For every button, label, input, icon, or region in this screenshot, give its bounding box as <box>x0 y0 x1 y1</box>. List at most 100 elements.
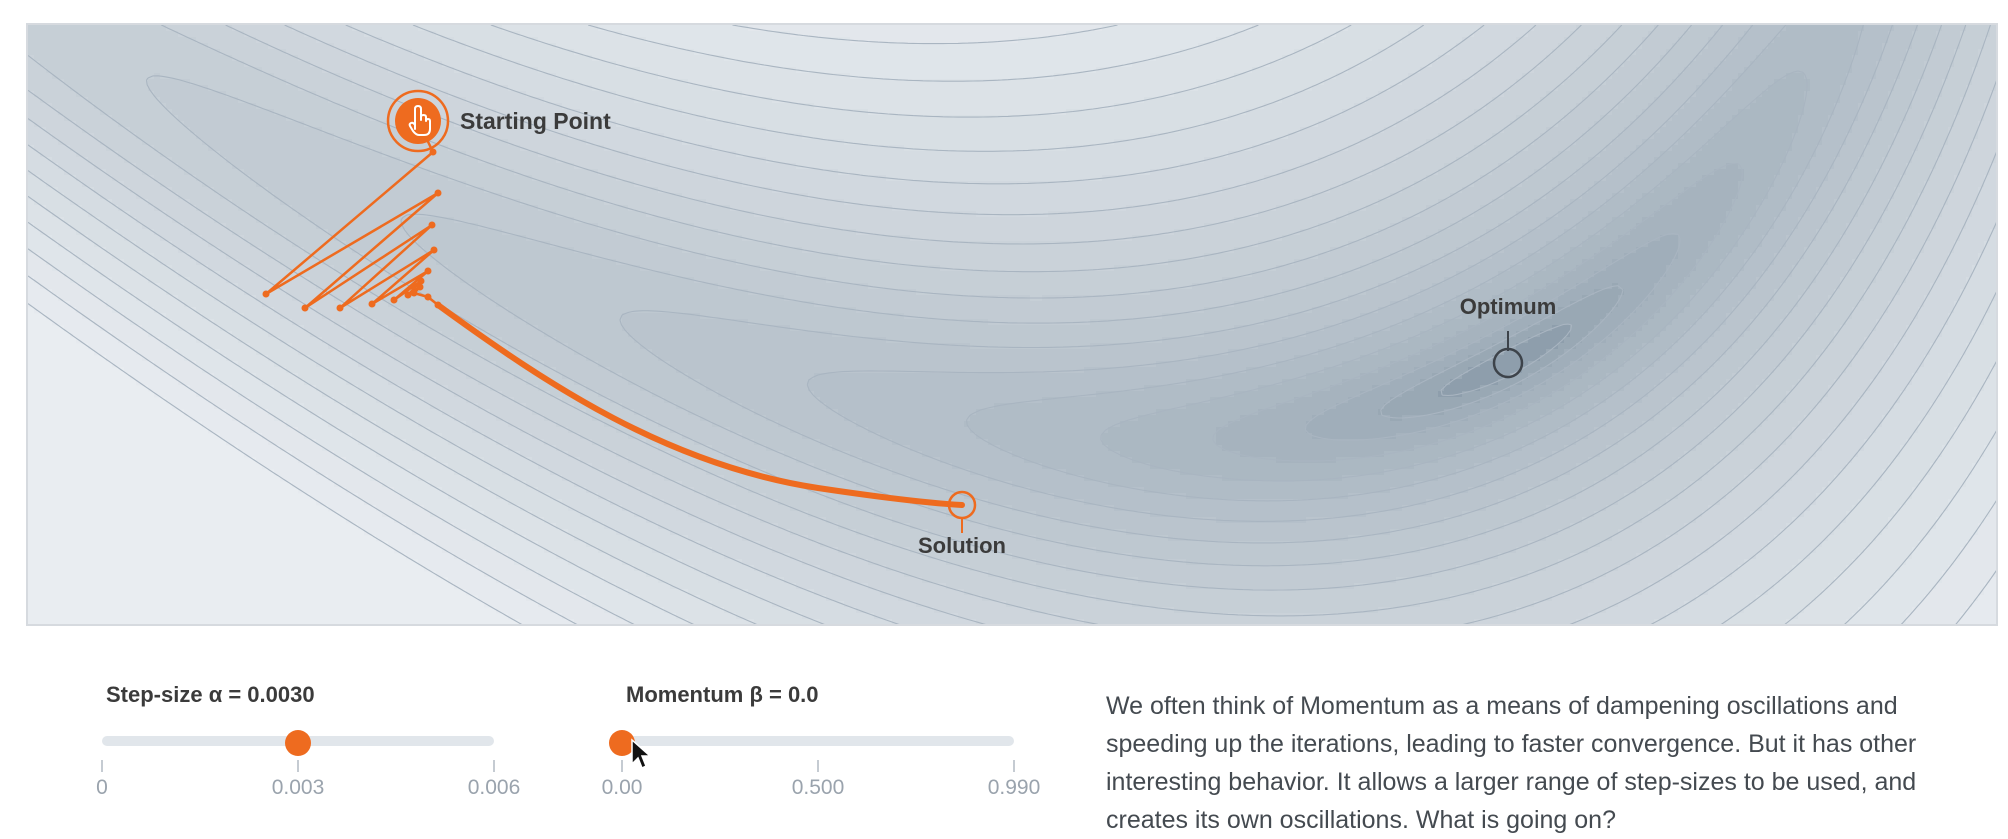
contour-band <box>538 31 545 38</box>
contour-band <box>856 55 863 62</box>
contour-band <box>1336 43 1343 50</box>
contour-band <box>1894 109 1901 116</box>
contour-band <box>1276 61 1283 68</box>
contour-band <box>184 37 191 44</box>
contour-band <box>1858 61 1865 68</box>
contour-band <box>1066 85 1073 92</box>
contour-band <box>664 55 671 62</box>
contour-band <box>670 43 677 50</box>
contour-band <box>886 25 893 32</box>
contour-band <box>1564 109 1571 116</box>
contour-band <box>58 55 65 62</box>
contour-band <box>1504 61 1511 68</box>
contour-band <box>1828 73 1835 80</box>
contour-band <box>1582 67 1589 74</box>
contour-band <box>334 97 341 104</box>
contour-band <box>70 97 77 104</box>
contour-band <box>1672 103 1679 110</box>
contour-band <box>616 37 623 44</box>
contour-band <box>334 55 341 62</box>
contour-band <box>1756 91 1763 98</box>
contour-band <box>1624 43 1631 50</box>
contour-band <box>304 115 311 122</box>
contour-band <box>1444 73 1451 80</box>
contour-band <box>1876 97 1883 104</box>
contour-band <box>190 73 197 80</box>
contour-band <box>1162 31 1169 38</box>
contour-band <box>1138 37 1145 44</box>
contour-band <box>442 49 449 56</box>
contour-band <box>412 85 419 92</box>
contour-band <box>1582 103 1589 110</box>
contour-band <box>1654 91 1661 98</box>
contour-band <box>1432 91 1439 98</box>
contour-band <box>670 97 677 104</box>
contour-band <box>76 55 83 62</box>
contour-band <box>1300 67 1307 74</box>
contour-band <box>1816 103 1823 110</box>
contour-band <box>1798 25 1805 32</box>
contour-band <box>1114 73 1121 80</box>
contour-band <box>1066 49 1073 56</box>
contour-band <box>1792 61 1799 68</box>
contour-band <box>1222 97 1229 104</box>
contour-band <box>1444 61 1451 68</box>
contour-band <box>1348 55 1355 62</box>
contour-band <box>100 25 107 32</box>
contour-band <box>808 31 815 38</box>
contour-band <box>694 67 701 74</box>
contour-band <box>550 97 557 104</box>
contour-band <box>1126 91 1133 98</box>
contour-band <box>94 43 101 50</box>
contour-band <box>334 85 341 92</box>
contour-band <box>1564 55 1571 62</box>
contour-band <box>622 73 629 80</box>
contour-band <box>874 55 881 62</box>
contour-band <box>652 103 659 110</box>
contour-band <box>952 31 959 38</box>
contour-band <box>112 103 119 110</box>
contour-band <box>370 67 377 74</box>
contour-band <box>454 37 461 44</box>
contour-band <box>1378 97 1385 104</box>
contour-band <box>1468 109 1475 116</box>
contour-band <box>1108 61 1115 68</box>
optimization-contour-plot[interactable]: Optimum Solution Starting Point <box>26 23 1998 626</box>
contour-band <box>1678 109 1685 116</box>
contour-band <box>250 55 257 62</box>
contour-band <box>130 25 137 32</box>
contour-band <box>1318 97 1325 104</box>
contour-band <box>370 97 377 104</box>
contour-band <box>1132 91 1139 98</box>
contour-band <box>1498 55 1505 62</box>
contour-band <box>1102 37 1109 44</box>
contour-band <box>838 43 845 50</box>
contour-band <box>460 79 467 86</box>
contour-band <box>1900 37 1907 44</box>
contour-band <box>730 49 737 56</box>
contour-band <box>676 61 683 68</box>
contour-band <box>808 43 815 50</box>
contour-band <box>760 109 767 116</box>
contour-band <box>1762 97 1769 104</box>
contour-band <box>958 73 965 80</box>
contour-band <box>742 25 749 32</box>
contour-band <box>220 97 227 104</box>
contour-band <box>1708 79 1715 86</box>
contour-band <box>1336 91 1343 98</box>
contour-band <box>874 31 881 38</box>
contour-band <box>664 79 671 86</box>
contour-band <box>928 73 935 80</box>
contour-band <box>1840 43 1847 50</box>
contour-band <box>1852 37 1859 44</box>
contour-band <box>1474 109 1481 116</box>
contour-band <box>1030 67 1037 74</box>
contour-band <box>1102 79 1109 86</box>
contour-band <box>1756 79 1763 86</box>
contour-band <box>862 97 869 104</box>
contour-band <box>1474 67 1481 74</box>
contour-band <box>322 115 329 122</box>
contour-band <box>892 73 899 80</box>
contour-band <box>718 31 725 38</box>
contour-band <box>1174 103 1181 110</box>
